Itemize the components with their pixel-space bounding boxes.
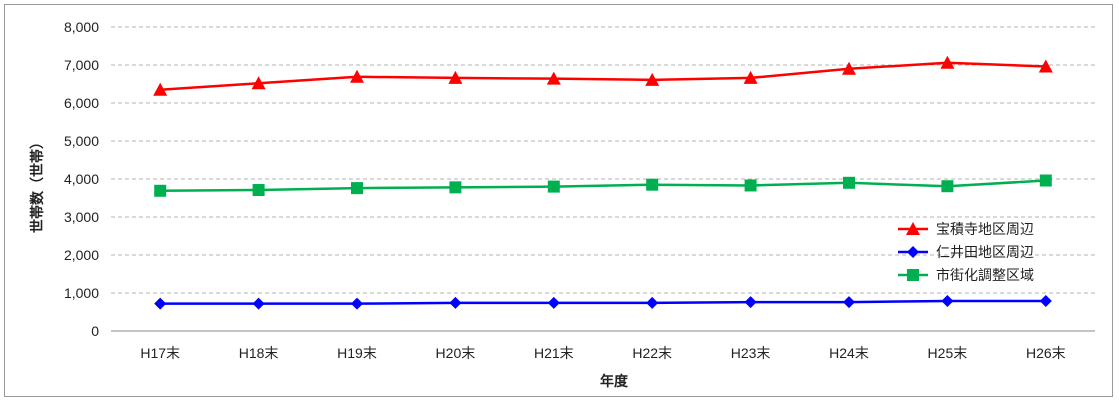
- data-point: [1039, 174, 1052, 187]
- x-tick-label: H19末: [337, 345, 377, 361]
- legend-label: 宝積寺地区周辺: [936, 222, 1034, 238]
- y-tick-label: 2,000: [64, 247, 99, 263]
- data-point: [350, 69, 364, 83]
- data-point: [744, 179, 757, 192]
- series: [154, 294, 1052, 310]
- data-point: [645, 72, 660, 86]
- y-tick-label: 1,000: [64, 285, 99, 301]
- series-line: [160, 299, 1046, 305]
- series-line: [160, 61, 1046, 91]
- data-point: [449, 181, 462, 194]
- data-point: [842, 61, 856, 75]
- gridlines: [111, 26, 1095, 294]
- data-point: [547, 296, 560, 309]
- y-axis-title: 世帯数（世帯）: [29, 135, 46, 233]
- y-tick-label: 7,000: [64, 57, 99, 73]
- y-tick-label: 3,000: [64, 209, 99, 225]
- x-tick-label: H20末: [436, 345, 476, 361]
- data-point: [154, 297, 167, 310]
- data-point: [546, 71, 561, 85]
- data-point: [1038, 59, 1053, 73]
- data-point: [843, 296, 855, 309]
- data-point: [646, 178, 659, 191]
- data-point: [1039, 294, 1052, 307]
- x-tick-label: H17末: [140, 345, 180, 361]
- data-point: [448, 70, 463, 84]
- legend-marker: [906, 222, 920, 235]
- x-tick-label: H21末: [534, 345, 574, 361]
- x-tick-label: H24末: [829, 345, 869, 361]
- data-point: [743, 70, 758, 84]
- x-tick-label: H25末: [928, 345, 968, 361]
- data-point: [941, 180, 954, 193]
- y-tick-label: 5,000: [64, 133, 99, 149]
- data-point: [646, 296, 659, 309]
- x-axis-title: 年度: [600, 373, 629, 390]
- series-lines: [153, 55, 1053, 310]
- y-tick-labels: 0 1,000 2,000 3,000 4,000 5,000 6,000 7,000 8,00…: [64, 19, 99, 339]
- y-tick-label: 4,000: [64, 171, 99, 187]
- x-tick-label: H22末: [632, 345, 672, 361]
- data-point: [251, 76, 266, 90]
- series: [154, 174, 1052, 197]
- data-point: [351, 182, 363, 195]
- legend-label: 仁井田地区周辺: [936, 245, 1034, 261]
- series: [153, 55, 1053, 96]
- data-point: [153, 82, 168, 96]
- x-tick-label: H18末: [239, 345, 279, 361]
- series-line: [160, 179, 1046, 193]
- data-point: [941, 294, 954, 307]
- legend-marker: [907, 269, 919, 281]
- data-point: [449, 296, 462, 309]
- y-tick-label: 6,000: [64, 95, 99, 111]
- data-point: [940, 55, 955, 69]
- data-point: [154, 184, 167, 197]
- legend-label: 市街化調整区域: [936, 267, 1034, 284]
- data-point: [252, 184, 265, 197]
- data-point: [843, 176, 855, 189]
- x-tick-labels: H17末 H18末 H19末 H20末 H21末 H22末 H23末 H24末 H25末 H26末: [140, 345, 1065, 361]
- legend-marker: [907, 246, 919, 258]
- data-point: [252, 297, 265, 310]
- y-tick-label: 8,000: [64, 19, 99, 35]
- y-tick-label: 0: [91, 323, 99, 339]
- data-point: [547, 180, 560, 193]
- data-point: [744, 296, 757, 309]
- x-tick-label: H26末: [1026, 345, 1066, 361]
- x-tick-label: H23末: [731, 345, 771, 361]
- data-point: [351, 297, 363, 310]
